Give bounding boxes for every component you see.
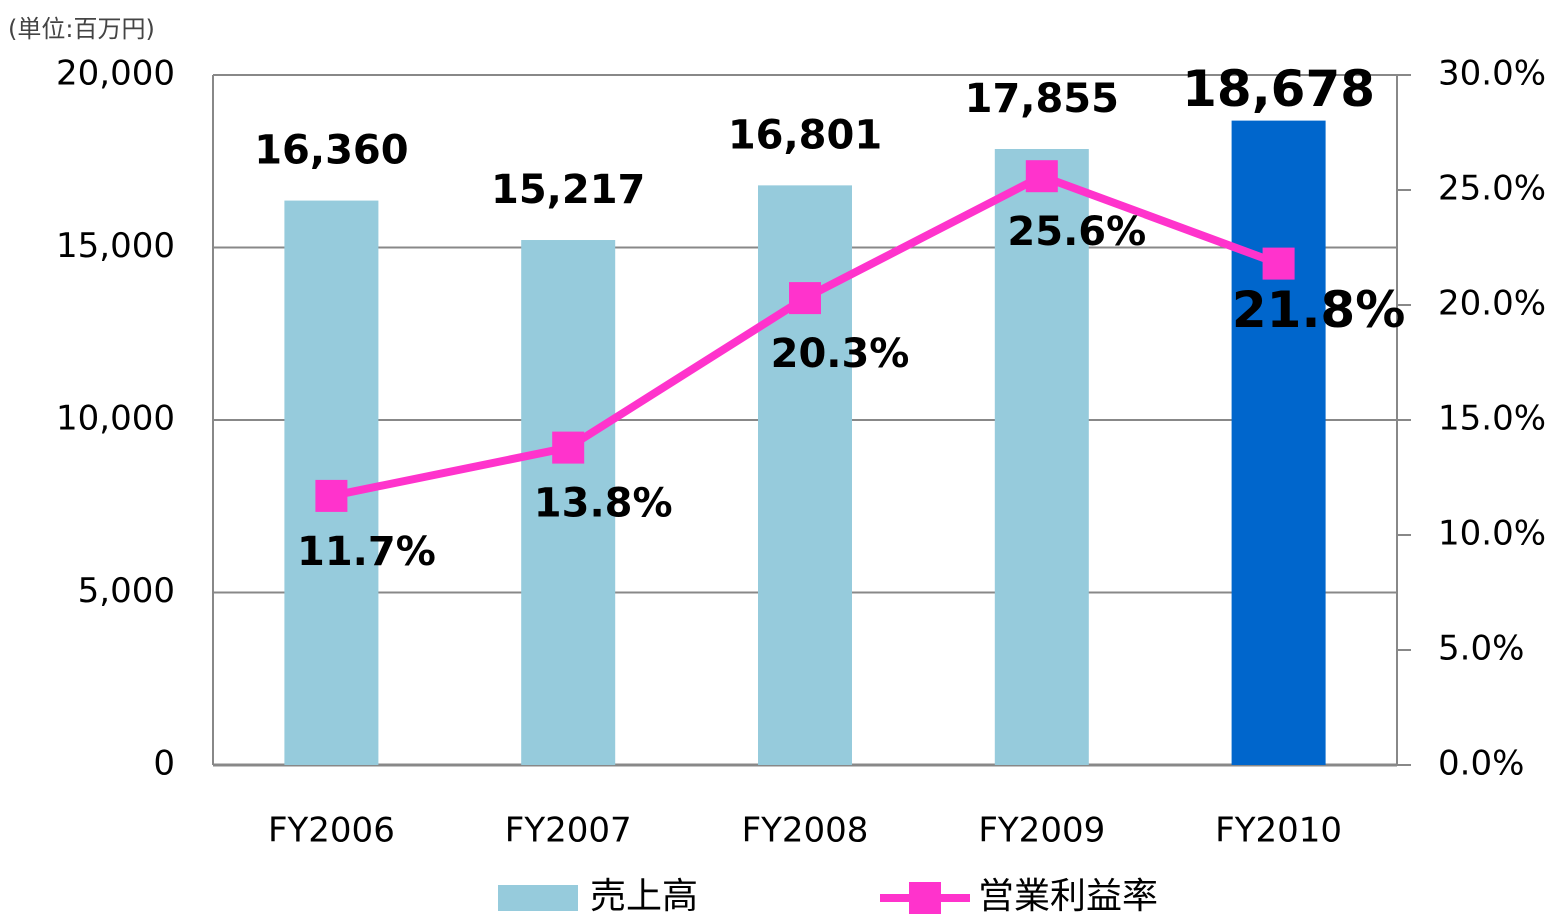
bar: [994, 149, 1089, 765]
line-marker: [315, 479, 348, 512]
x-tick-label: FY2007: [505, 811, 632, 851]
y-tick-label: 15,000: [56, 226, 175, 266]
line-value-label: 11.7%: [297, 529, 436, 575]
y2-tick-label: 30.0%: [1438, 54, 1546, 94]
y2-tick-label: 10.0%: [1438, 514, 1546, 554]
line-value-label: 21.8%: [1232, 281, 1405, 339]
x-tick-label: FY2009: [978, 811, 1105, 851]
unit-label: (単位:百万円): [8, 15, 155, 43]
x-tick-label: FY2008: [742, 811, 869, 851]
y2-tick-label: 0.0%: [1438, 744, 1524, 784]
line-marker: [1262, 247, 1295, 280]
bar: [1231, 120, 1326, 765]
line-value-label: 25.6%: [1007, 209, 1146, 255]
y-tick-label: 0: [153, 744, 175, 784]
y-tick-label: 20,000: [56, 54, 175, 94]
y2-tick-label: 5.0%: [1438, 629, 1524, 669]
legend-label: 売上高: [590, 876, 698, 917]
y-tick-label: 5,000: [78, 571, 175, 611]
line-value-label: 20.3%: [771, 331, 910, 377]
bar-value-label: 16,360: [254, 128, 408, 174]
x-tick-label: FY2010: [1215, 811, 1342, 851]
legend-swatch: [498, 885, 578, 911]
legend-swatch-marker: [909, 882, 941, 914]
x-tick-label: FY2006: [268, 811, 395, 851]
line-marker: [789, 282, 821, 315]
bar: [521, 240, 616, 766]
y2-tick-label: 15.0%: [1438, 399, 1546, 439]
bar-value-label: 18,678: [1182, 60, 1375, 118]
line-value-label: 13.8%: [534, 481, 673, 527]
y-tick-label: 10,000: [56, 399, 175, 439]
y2-tick-label: 20.0%: [1438, 284, 1546, 324]
legend-label: 営業利益率: [978, 876, 1158, 917]
bar-value-label: 15,217: [491, 167, 645, 213]
bar-value-label: 16,801: [728, 112, 882, 158]
bar-value-label: 17,855: [965, 76, 1119, 122]
line-marker: [552, 431, 585, 464]
line-marker: [1025, 160, 1058, 193]
y2-tick-label: 25.0%: [1438, 169, 1546, 209]
bar: [758, 185, 852, 766]
